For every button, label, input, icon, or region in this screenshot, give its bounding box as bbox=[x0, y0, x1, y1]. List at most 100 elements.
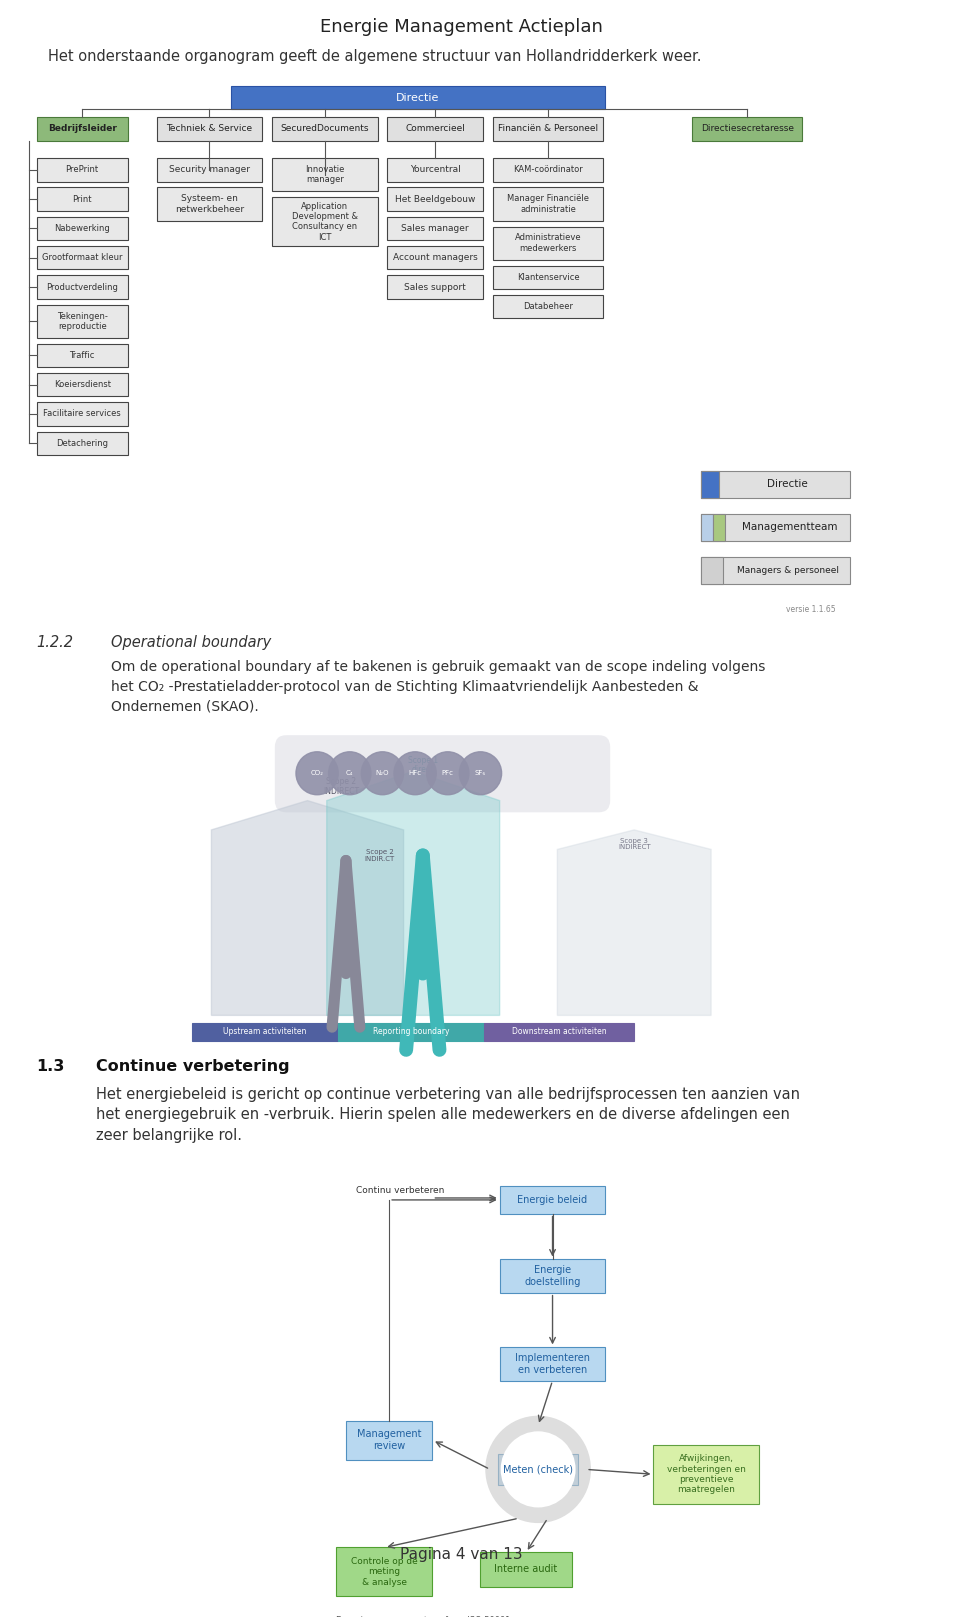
Text: Meten (check): Meten (check) bbox=[503, 1465, 573, 1475]
FancyBboxPatch shape bbox=[493, 265, 604, 289]
Text: het CO₂ -Prestatieladder-protocol van de Stichting Klimaatvriendelijk Aanbestede: het CO₂ -Prestatieladder-protocol van de… bbox=[110, 679, 698, 694]
Text: versie 1.1.65: versie 1.1.65 bbox=[786, 605, 836, 614]
FancyBboxPatch shape bbox=[156, 116, 262, 141]
Text: Detachering: Detachering bbox=[57, 438, 108, 448]
FancyBboxPatch shape bbox=[493, 116, 604, 141]
Text: Grootformaat kleur: Grootformaat kleur bbox=[42, 254, 123, 262]
FancyBboxPatch shape bbox=[500, 1347, 606, 1381]
Text: Tekeningen-
reproductie: Tekeningen- reproductie bbox=[57, 312, 108, 331]
Text: Directie: Directie bbox=[767, 479, 808, 490]
FancyBboxPatch shape bbox=[156, 158, 262, 181]
FancyBboxPatch shape bbox=[336, 1547, 432, 1596]
Text: Energie
doelstelling: Energie doelstelling bbox=[524, 1264, 581, 1287]
Text: Pagina 4 van 13: Pagina 4 van 13 bbox=[400, 1547, 522, 1562]
Text: Productverdeling: Productverdeling bbox=[46, 283, 118, 291]
Text: CO₂: CO₂ bbox=[311, 770, 324, 776]
Text: Scope 3
INDIRECT: Scope 3 INDIRECT bbox=[618, 838, 651, 851]
Text: SecuredDocuments: SecuredDocuments bbox=[280, 125, 369, 133]
Text: 1.2.2: 1.2.2 bbox=[36, 634, 74, 650]
FancyBboxPatch shape bbox=[493, 158, 604, 181]
FancyBboxPatch shape bbox=[702, 471, 851, 498]
FancyBboxPatch shape bbox=[230, 86, 606, 110]
FancyBboxPatch shape bbox=[387, 188, 483, 210]
FancyBboxPatch shape bbox=[36, 374, 128, 396]
Text: Bedrijfsleider: Bedrijfsleider bbox=[48, 125, 116, 133]
FancyBboxPatch shape bbox=[275, 736, 611, 812]
Polygon shape bbox=[558, 830, 711, 1015]
Text: Directie: Directie bbox=[396, 92, 440, 102]
Text: Managementteam: Managementteam bbox=[742, 522, 837, 532]
Text: Interne audit: Interne audit bbox=[494, 1565, 558, 1575]
Text: zeer belangrijke rol.: zeer belangrijke rol. bbox=[96, 1127, 242, 1143]
Text: Om de operational boundary af te bakenen is gebruik gemaakt van de scope indelin: Om de operational boundary af te bakenen… bbox=[110, 660, 765, 674]
FancyBboxPatch shape bbox=[500, 1260, 606, 1292]
FancyBboxPatch shape bbox=[387, 116, 483, 141]
FancyBboxPatch shape bbox=[387, 275, 483, 299]
Text: Continue verbetering: Continue verbetering bbox=[96, 1059, 290, 1074]
Text: PFc: PFc bbox=[442, 770, 454, 776]
Text: Energie beleid: Energie beleid bbox=[517, 1195, 588, 1205]
Circle shape bbox=[328, 752, 371, 794]
FancyBboxPatch shape bbox=[387, 217, 483, 241]
Circle shape bbox=[296, 752, 338, 794]
Text: Security manager: Security manager bbox=[169, 165, 250, 175]
FancyBboxPatch shape bbox=[387, 246, 483, 270]
FancyBboxPatch shape bbox=[36, 432, 128, 454]
Text: 1.3: 1.3 bbox=[36, 1059, 65, 1074]
Text: Downstream activiteiten: Downstream activiteiten bbox=[512, 1027, 607, 1036]
Text: Scope 1
direct: Scope 1 direct bbox=[408, 755, 438, 775]
FancyBboxPatch shape bbox=[272, 116, 377, 141]
FancyBboxPatch shape bbox=[36, 116, 128, 141]
Text: Energie Management Actieplan: Energie Management Actieplan bbox=[320, 18, 603, 36]
Text: het energiegebruik en -verbruik. Hierin spelen alle medewerkers en de diverse af: het energiegebruik en -verbruik. Hierin … bbox=[96, 1108, 790, 1122]
Text: Commercieel: Commercieel bbox=[405, 125, 466, 133]
Text: Het onderstaande organogram geeft de algemene structuur van Hollandridderkerk we: Het onderstaande organogram geeft de alg… bbox=[48, 49, 702, 63]
Text: Controle op de
meting
& analyse: Controle op de meting & analyse bbox=[351, 1557, 418, 1586]
FancyBboxPatch shape bbox=[702, 556, 851, 584]
Text: Financiën & Personeel: Financiën & Personeel bbox=[498, 125, 598, 133]
Text: Administratieve
medewerkers: Administratieve medewerkers bbox=[515, 233, 582, 252]
FancyBboxPatch shape bbox=[480, 1552, 572, 1586]
Text: SF₆: SF₆ bbox=[475, 770, 486, 776]
FancyBboxPatch shape bbox=[692, 116, 803, 141]
FancyBboxPatch shape bbox=[36, 275, 128, 299]
FancyBboxPatch shape bbox=[36, 344, 128, 367]
Text: Application
Development &
Consultancy en
ICT: Application Development & Consultancy en… bbox=[292, 202, 358, 241]
Text: Systeem- en
netwerkbeheer: Systeem- en netwerkbeheer bbox=[175, 194, 244, 213]
FancyBboxPatch shape bbox=[272, 197, 377, 246]
FancyBboxPatch shape bbox=[346, 1421, 432, 1460]
Circle shape bbox=[459, 752, 502, 794]
Circle shape bbox=[501, 1431, 576, 1507]
FancyBboxPatch shape bbox=[192, 1024, 338, 1041]
Text: Het Beeldgebouw: Het Beeldgebouw bbox=[396, 194, 475, 204]
Text: KAM-coördinator: KAM-coördinator bbox=[514, 165, 583, 175]
FancyBboxPatch shape bbox=[36, 403, 128, 425]
Circle shape bbox=[485, 1416, 591, 1523]
FancyBboxPatch shape bbox=[36, 158, 128, 181]
FancyBboxPatch shape bbox=[36, 188, 128, 210]
Text: Managers & personeel: Managers & personeel bbox=[737, 566, 839, 574]
Text: Klantenservice: Klantenservice bbox=[516, 273, 580, 281]
Text: C₄: C₄ bbox=[346, 770, 353, 776]
FancyBboxPatch shape bbox=[493, 188, 604, 220]
Text: Manager Financiële
administratie: Manager Financiële administratie bbox=[507, 194, 589, 213]
FancyBboxPatch shape bbox=[702, 514, 713, 542]
Text: Scope 2
INDIRECT: Scope 2 INDIRECT bbox=[324, 778, 359, 796]
Text: Continu verbeteren: Continu verbeteren bbox=[355, 1187, 444, 1195]
FancyBboxPatch shape bbox=[36, 304, 128, 338]
Circle shape bbox=[361, 752, 403, 794]
Text: PrePrint: PrePrint bbox=[65, 165, 99, 175]
FancyBboxPatch shape bbox=[498, 1454, 579, 1484]
Text: Reporting boundary: Reporting boundary bbox=[372, 1027, 449, 1036]
FancyBboxPatch shape bbox=[702, 514, 851, 542]
FancyBboxPatch shape bbox=[272, 158, 377, 191]
Text: Sales support: Sales support bbox=[404, 283, 467, 291]
Text: Account managers: Account managers bbox=[393, 254, 478, 262]
FancyBboxPatch shape bbox=[484, 1024, 635, 1041]
Text: Directiesecretaresse: Directiesecretaresse bbox=[701, 125, 794, 133]
Text: Koeiersdienst: Koeiersdienst bbox=[54, 380, 110, 390]
FancyBboxPatch shape bbox=[493, 294, 604, 319]
FancyBboxPatch shape bbox=[713, 514, 725, 542]
Circle shape bbox=[394, 752, 436, 794]
Text: Techniek & Service: Techniek & Service bbox=[166, 125, 252, 133]
